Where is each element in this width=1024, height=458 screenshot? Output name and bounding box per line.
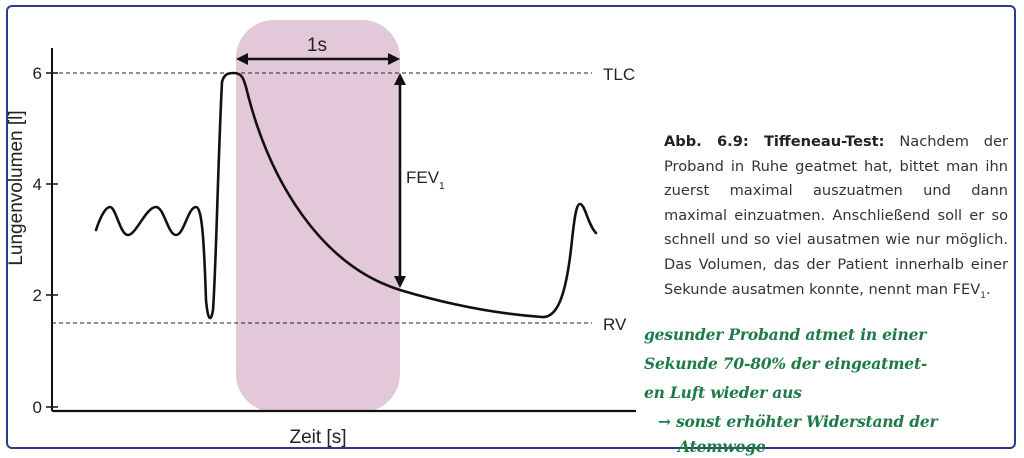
- fev1-arrow-head-bottom: [394, 276, 406, 288]
- caption-body: Nachdem der Proband in Ruhe geatmet hat,…: [664, 133, 1008, 298]
- fev1-label-main: FEV: [406, 168, 440, 187]
- handwritten-line-4: → sonst erhöhter Widerstand der: [658, 412, 938, 431]
- handwritten-note: gesunder Proband atmet in einer Sekunde …: [644, 320, 1016, 458]
- one-second-label: 1s: [307, 35, 327, 56]
- y-tick-label-4: 4: [33, 175, 42, 194]
- x-axis-label: Zeit [s]: [289, 427, 346, 448]
- handwritten-line-2: Sekunde 70-80% der eingeatmet-: [644, 354, 928, 373]
- rv-label: RV: [603, 315, 627, 334]
- y-axis-label: Lungenvolumen [l]: [6, 110, 27, 265]
- y-tick-label-2: 2: [33, 286, 42, 305]
- one-second-arrow-head-left: [236, 53, 248, 65]
- handwritten-line-3: en Luft wieder aus: [644, 383, 802, 402]
- fev1-label: FEV1: [406, 168, 445, 192]
- y-tick-label-6: 6: [33, 64, 42, 83]
- y-tick-label-0: 0: [33, 398, 42, 417]
- handwritten-line-5: Atemwege: [678, 437, 766, 456]
- volume-curve: [94, 71, 598, 320]
- handwritten-line-1: gesunder Proband atmet in einer: [644, 325, 927, 344]
- caption-body-sub: 1: [980, 290, 986, 301]
- caption-body-end: .: [985, 280, 991, 298]
- one-second-arrow-head-right: [388, 53, 400, 65]
- figure-frame: [6, 5, 1016, 449]
- fev1-label-sub: 1: [439, 181, 445, 192]
- figure-caption: Abb. 6.9: Tiffeneau-Test: Nachdem der Pr…: [664, 130, 1008, 308]
- caption-title: Abb. 6.9: Tiffeneau-Test:: [664, 133, 885, 150]
- one-second-highlight: [236, 20, 400, 412]
- fev1-arrow-head-top: [394, 73, 406, 85]
- tlc-label: TLC: [603, 65, 635, 84]
